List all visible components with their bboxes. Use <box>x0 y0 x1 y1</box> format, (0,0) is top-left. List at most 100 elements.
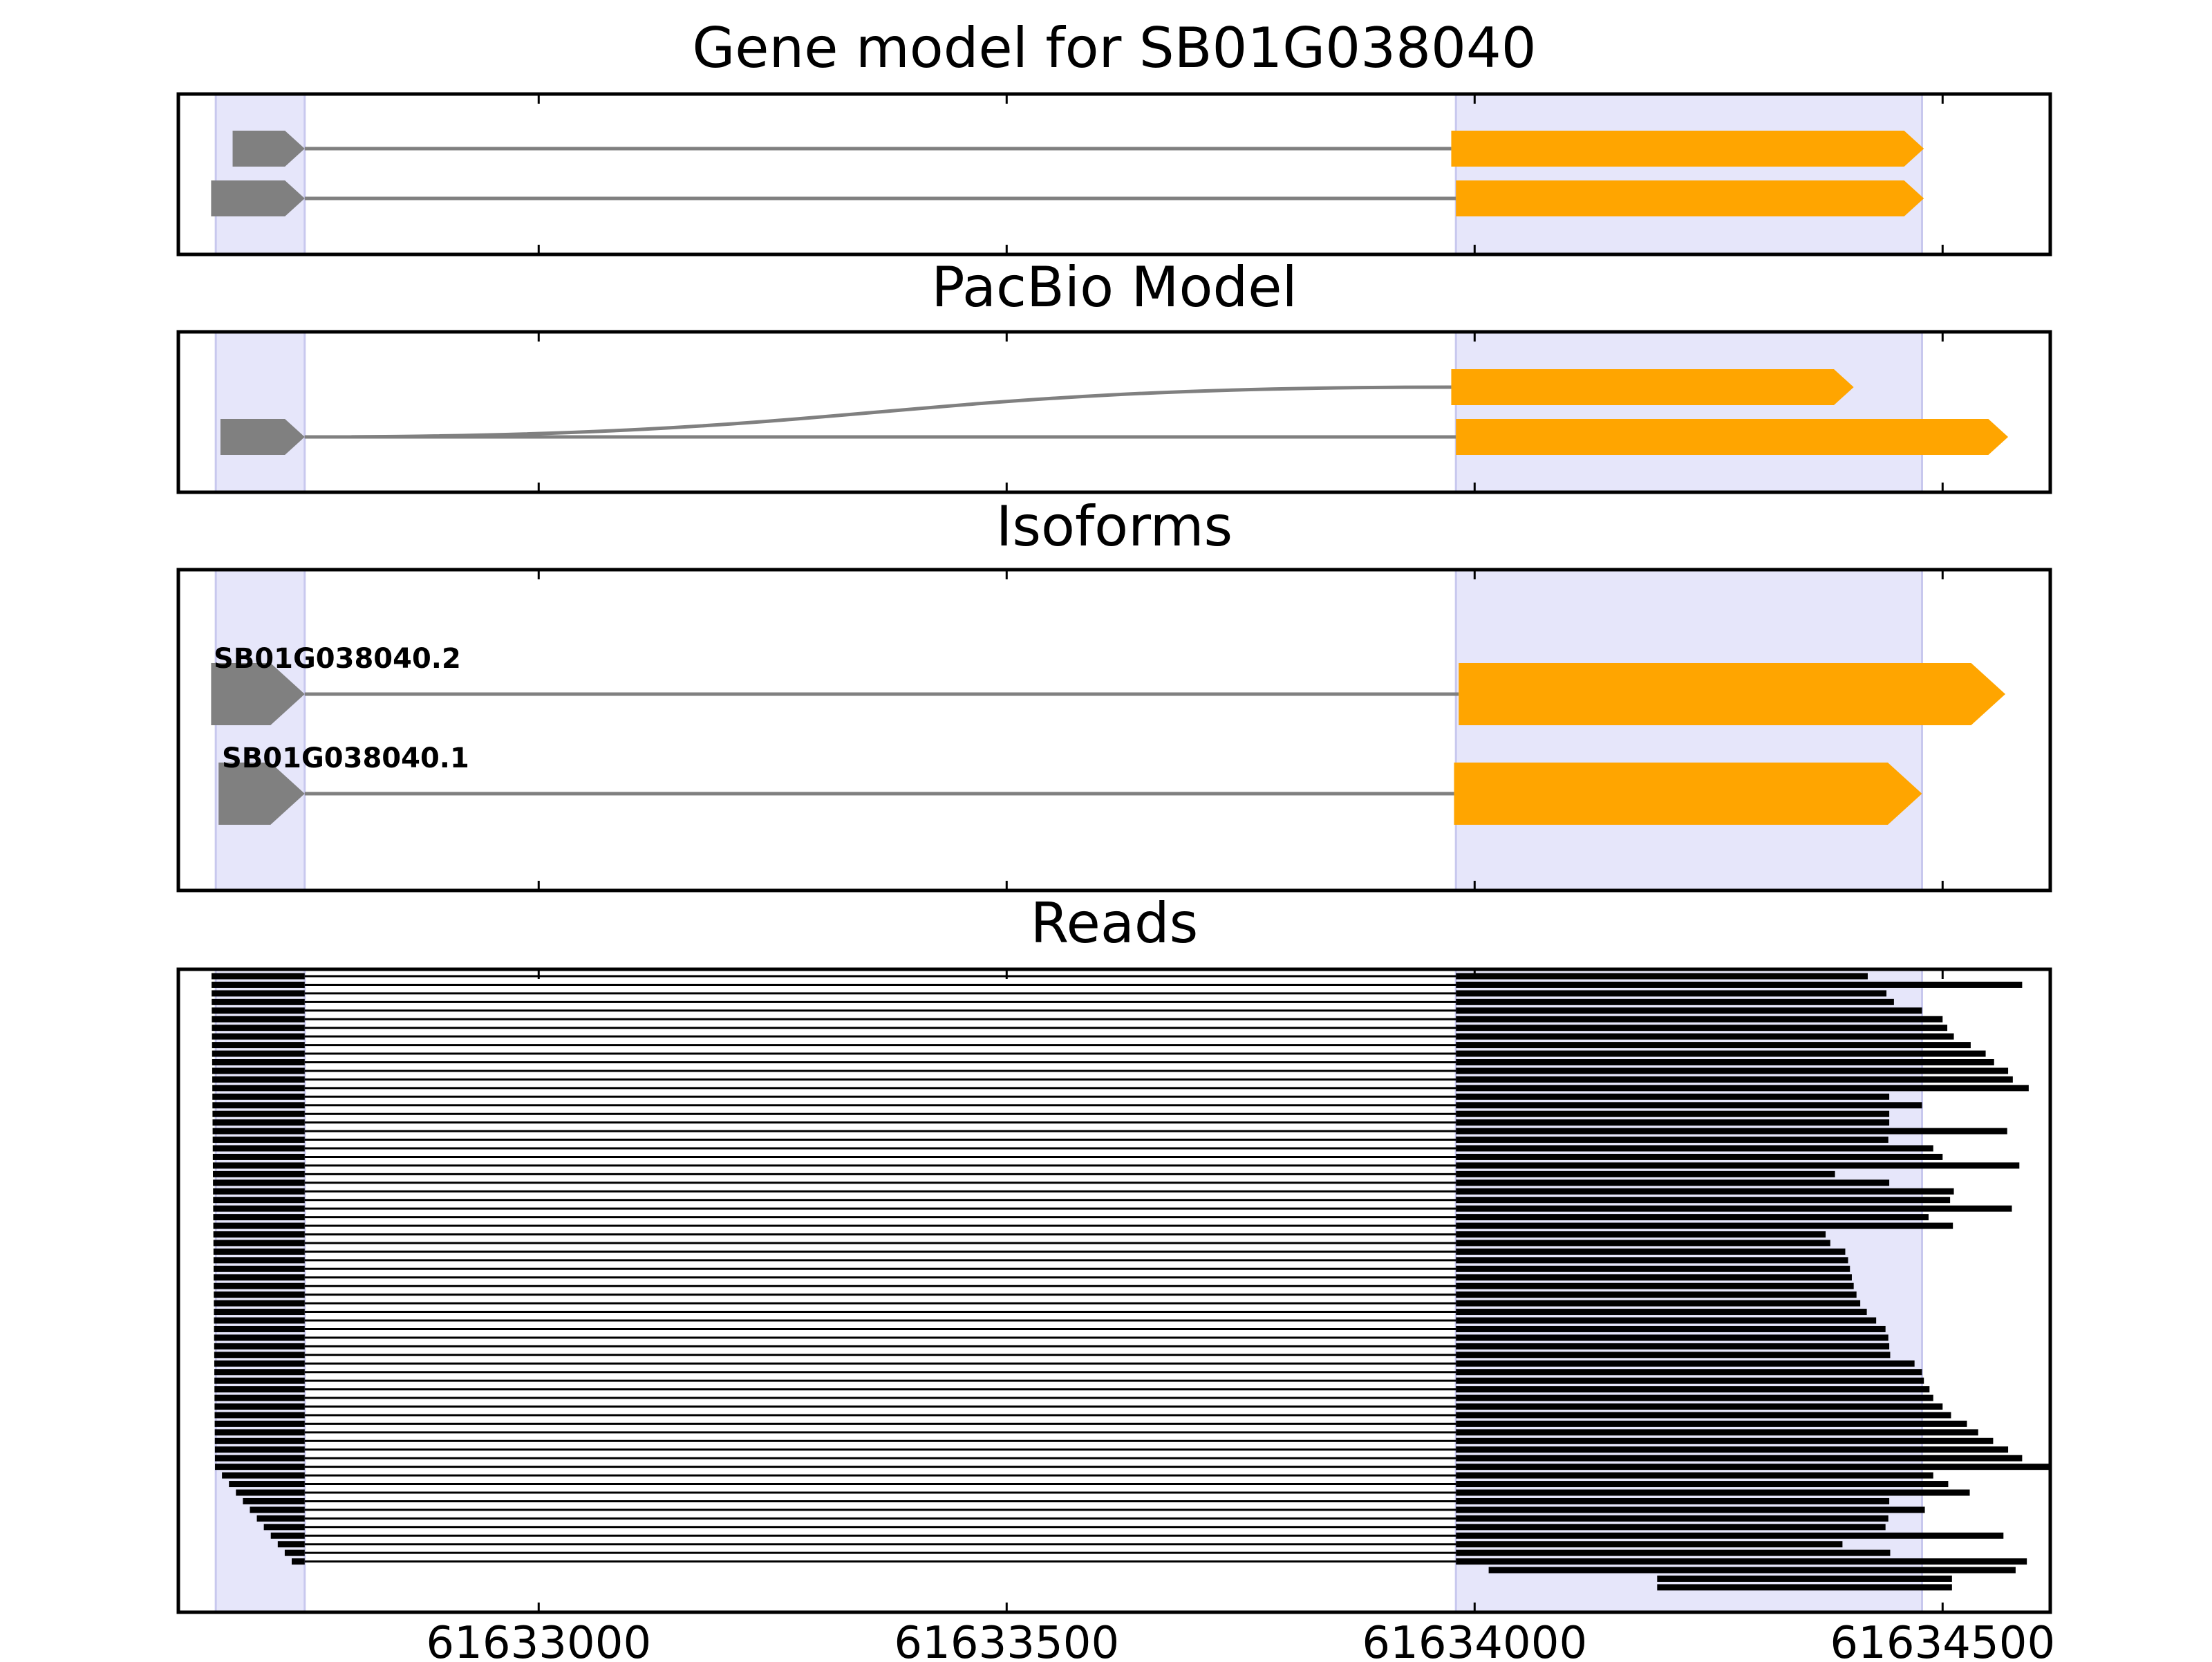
read-exon <box>212 1042 305 1049</box>
read-exon <box>212 1093 305 1100</box>
read-exon <box>236 1489 305 1496</box>
transcript-label: SB01G038040.2 <box>214 643 461 675</box>
read-exon <box>222 1472 305 1479</box>
read-exon <box>212 1016 305 1023</box>
exon-band <box>214 568 306 892</box>
exon-band <box>214 93 306 256</box>
read-exon <box>212 1007 305 1014</box>
read-exon <box>1456 1067 2009 1074</box>
read-exon <box>213 1197 305 1204</box>
read-exon <box>1456 1394 1933 1401</box>
read-exon <box>1456 1532 2004 1539</box>
cds-block <box>1456 419 2009 455</box>
read-exon <box>1456 1515 1888 1522</box>
read-exon <box>1456 1110 1890 1117</box>
read-exon <box>213 1205 305 1212</box>
read-exon <box>1456 1481 1949 1488</box>
read-exon <box>1456 1369 1922 1376</box>
read-exon <box>212 981 305 988</box>
utr-block <box>211 663 305 725</box>
exon-band <box>1454 330 1924 494</box>
read-exon <box>213 1214 305 1221</box>
read-exon <box>214 1317 305 1324</box>
read-exon <box>214 1386 305 1393</box>
read-exon <box>1456 1386 1930 1393</box>
read-exon <box>1456 1050 1986 1057</box>
read-exon <box>284 1549 305 1556</box>
cds-block <box>1451 369 1854 405</box>
read-exon <box>1456 1240 1830 1246</box>
read-exon <box>212 1050 305 1057</box>
read-exon <box>214 1455 305 1462</box>
read-exon <box>1456 998 1894 1005</box>
read-exon <box>1456 1317 1877 1324</box>
read-exon <box>1657 1576 1952 1582</box>
read-exon <box>1456 1119 1890 1126</box>
read-exon <box>250 1506 305 1513</box>
read-exon <box>214 1343 305 1350</box>
read-exon <box>1456 1464 2050 1470</box>
read-exon <box>213 1248 305 1255</box>
read-exon <box>1456 1489 1970 1496</box>
read-exon <box>1456 1334 1888 1341</box>
read-exon <box>1456 1549 1891 1556</box>
read-exon <box>1456 1300 1861 1307</box>
read-exon <box>1456 1093 1890 1100</box>
read-exon <box>292 1558 305 1565</box>
read-exon <box>1456 1446 2009 1453</box>
read-exon <box>212 1145 305 1152</box>
read-exon <box>1456 1274 1852 1281</box>
read-exon <box>214 1334 305 1341</box>
panel-frame <box>176 967 2052 1614</box>
read-exon <box>1456 1162 2020 1169</box>
read-exon <box>213 1170 305 1177</box>
x-tick-label: 61634500 <box>1830 1618 2055 1659</box>
exon-band <box>1454 93 1924 256</box>
read-exon <box>212 1033 305 1040</box>
panel-title: Reads <box>1031 891 1199 955</box>
read-exon <box>1456 1412 1951 1419</box>
exon-band <box>214 330 306 494</box>
cds-block <box>1451 131 1924 167</box>
exon-band-layer <box>214 93 1924 1614</box>
read-exon <box>1456 990 1887 997</box>
read-exon <box>1488 1567 2016 1574</box>
read-exon <box>214 1300 305 1307</box>
read-exon <box>1456 1291 1857 1298</box>
read-exon <box>215 1464 305 1470</box>
x-tick-label: 61634000 <box>1362 1618 1587 1659</box>
read-exon <box>1456 1059 1994 1065</box>
read-exon <box>212 1128 305 1135</box>
read-exon <box>214 1412 305 1419</box>
read-exon <box>1456 1042 1971 1049</box>
utr-block <box>220 419 305 455</box>
read-exon <box>214 1352 305 1358</box>
read-exon <box>1456 1076 2013 1083</box>
read-exon <box>214 1309 305 1316</box>
read-exon <box>214 1325 305 1332</box>
transcript-label: SB01G038040.1 <box>222 743 469 774</box>
read-exon <box>1456 1231 1826 1238</box>
read-exon <box>214 1394 305 1401</box>
read-exon <box>1456 1188 1954 1195</box>
read-exon <box>1456 1309 1867 1316</box>
read-exon <box>214 1429 305 1436</box>
read-exon <box>1456 1214 1929 1221</box>
read-exon <box>212 1110 305 1117</box>
read-exon <box>213 1188 305 1195</box>
read-exon <box>212 998 305 1005</box>
read-exon <box>1456 1145 1933 1152</box>
read-exon <box>243 1497 305 1504</box>
read-exon <box>1456 1248 1846 1255</box>
cds-block <box>1459 663 2006 725</box>
read-exon <box>214 1291 305 1298</box>
utr-block <box>218 763 305 825</box>
panel-title: PacBio Model <box>931 255 1297 319</box>
read-exon <box>212 1119 305 1126</box>
read-exon <box>1456 1541 1843 1548</box>
utr-block <box>211 180 305 216</box>
read-exon <box>1456 1360 1915 1367</box>
x-axis-ticks: 61633000 61633500 61634000 61634500 <box>426 94 2055 1662</box>
read-exon <box>1657 1584 1952 1591</box>
